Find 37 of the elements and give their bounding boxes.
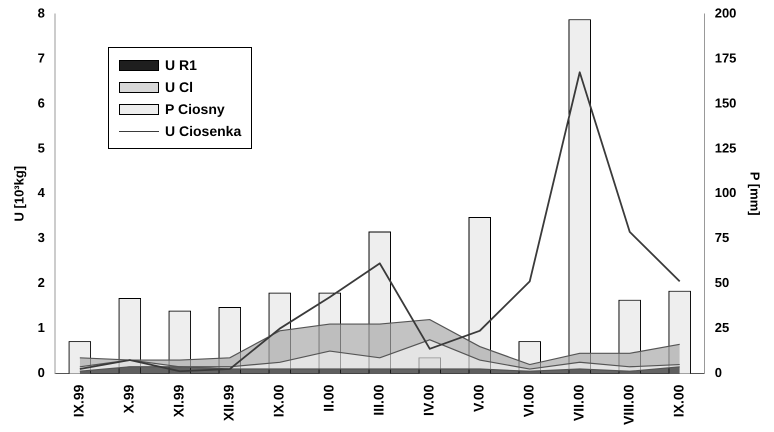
x-tick-label: II.00 [320, 384, 337, 412]
y-tick-label: 0 [38, 365, 45, 380]
x-tick-label: VII.00 [570, 384, 587, 422]
y2-axis-title: P [mm] [748, 172, 763, 216]
x-tick-label: V.00 [470, 384, 487, 412]
y2-tick-label: 0 [714, 365, 722, 380]
y-tick-label: 2 [38, 275, 45, 290]
y-tick-label: 8 [38, 5, 45, 20]
y2-tick-label: 100 [714, 185, 736, 200]
y2-tick-label: 75 [714, 230, 730, 246]
y-tick-label: 7 [38, 50, 45, 66]
y-axis-title: U [10³kg] [11, 166, 26, 222]
legend-label: U R1 [165, 56, 197, 75]
legend-label: P Ciosny [165, 100, 225, 119]
x-tick-label: IV.00 [420, 384, 437, 416]
legend-label: U Cl [165, 78, 193, 97]
y-tick-label: 1 [38, 320, 45, 336]
x-tick-label: IX.00 [270, 384, 287, 418]
x-tick-label: X.99 [120, 384, 137, 414]
y-tick-label: 3 [38, 230, 45, 246]
x-tick-label: XII.99 [220, 384, 237, 422]
y-tick-label: 4 [38, 185, 46, 200]
x-tick-label: III.00 [370, 384, 387, 416]
y2-tick-label: 125 [714, 140, 736, 156]
x-tick-label: XI.99 [170, 384, 187, 418]
y-tick-label: 5 [38, 140, 45, 156]
x-tick-label: VI.00 [520, 384, 537, 418]
y-tick-label: 6 [38, 95, 45, 110]
y2-tick-label: 50 [714, 275, 730, 290]
y2-tick-label: 175 [714, 50, 736, 66]
y2-tick-label: 25 [714, 320, 730, 336]
legend-label: U Ciosenka [165, 122, 242, 141]
x-tick-label: IX.99 [70, 384, 87, 418]
x-tick-label: IX.00 [670, 384, 687, 418]
x-tick-label: VIII.00 [620, 384, 637, 425]
y2-tick-label: 150 [714, 95, 736, 110]
y2-tick-label: 200 [714, 5, 736, 20]
